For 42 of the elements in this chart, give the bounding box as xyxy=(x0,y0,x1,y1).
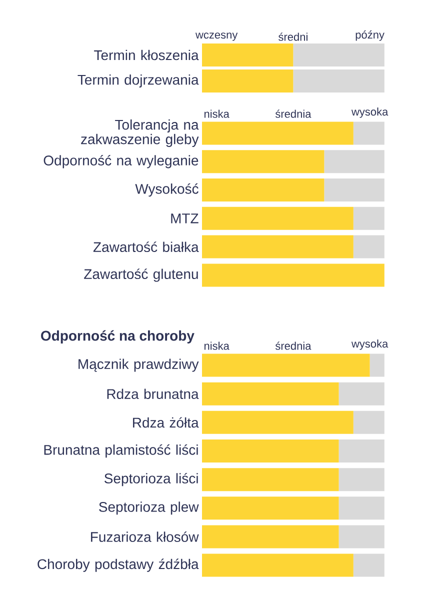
text: niska xyxy=(204,342,230,350)
bar xyxy=(338,382,384,406)
bar xyxy=(202,496,339,520)
text: późny xyxy=(356,30,384,41)
y-tick-label: Termin kłoszenia xyxy=(94,50,199,60)
bar xyxy=(202,525,339,548)
bar xyxy=(353,554,384,577)
text: wysoka xyxy=(351,108,388,118)
bar xyxy=(202,554,354,577)
y-tick-label: Brunatna plamistość liści xyxy=(44,444,198,458)
y-tick-label: Fuzarioza kłosów xyxy=(91,531,199,542)
y-tick-label: Septorioza liści xyxy=(104,472,198,486)
bar xyxy=(202,354,370,377)
bar xyxy=(202,382,339,406)
bar xyxy=(202,410,354,434)
y-tick-label: Rdza brunatna xyxy=(107,388,199,400)
y-tick-label: Choroby podstawy źdźbła xyxy=(38,558,199,572)
bar xyxy=(353,410,384,434)
bar xyxy=(338,496,384,520)
bar xyxy=(202,440,339,462)
chart-title: Odporność na choroby xyxy=(41,330,194,344)
text: średni xyxy=(278,32,308,41)
y-tick-label: Septorioza plew xyxy=(99,502,199,515)
y-tick-label: Wysokość xyxy=(135,183,198,197)
y-tick-label: Mącznik prawdziwy xyxy=(78,358,199,372)
y-tick-label: Rdza żółta xyxy=(133,417,199,428)
text: średnia xyxy=(275,110,312,118)
bar xyxy=(202,468,339,492)
y-tick-label: Termin dojrzewania xyxy=(78,74,199,88)
y-tick-label: Zawartość glutenu xyxy=(84,268,198,282)
y-tick-label: Tolerancja na zakwaszenie gleby xyxy=(81,119,199,147)
y-tick-label: MTZ xyxy=(171,214,198,224)
text: wysoka xyxy=(351,340,388,350)
y-tick-label: Zawartość białka xyxy=(93,242,199,252)
y-tick-label: Odporność na wyleganie xyxy=(44,154,198,168)
text: niska xyxy=(204,110,230,118)
text: wczesny xyxy=(195,32,238,41)
bar xyxy=(338,440,384,462)
bar xyxy=(370,354,384,377)
bar xyxy=(338,468,384,492)
text: średnia xyxy=(275,342,312,350)
bar xyxy=(338,525,384,548)
